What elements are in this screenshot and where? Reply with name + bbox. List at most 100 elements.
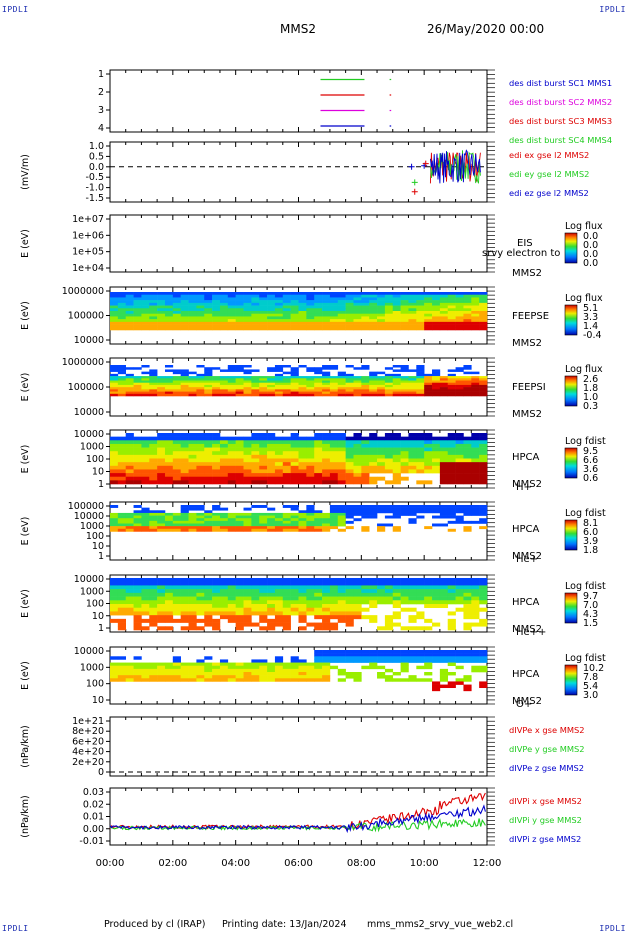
spectrogram-cell	[125, 313, 134, 317]
spectrogram-cell	[125, 454, 134, 459]
spectrogram-cell	[416, 505, 425, 508]
spectrogram-cell	[172, 480, 181, 485]
spectrogram-cell	[110, 473, 119, 478]
spectrogram-cell	[455, 319, 464, 323]
spectrogram-cell	[227, 324, 236, 328]
spectrogram-cell	[164, 592, 174, 597]
spectrogram-cell	[377, 440, 386, 445]
spectrogram-cell	[384, 433, 394, 437]
spectrogram-cell	[322, 454, 331, 459]
spectrogram-cell	[172, 321, 181, 325]
spectrogram-cell	[172, 458, 181, 463]
y-axis-label: (nPa/km)	[20, 795, 31, 838]
spectrogram-cell	[384, 387, 394, 390]
y-tick-label: 100	[86, 454, 104, 465]
spectrogram-cell	[251, 523, 260, 527]
spectrogram-cell	[345, 393, 354, 397]
spectrogram-cell	[267, 382, 276, 386]
spectrogram-cell	[157, 585, 166, 590]
spectrogram-cell	[298, 302, 307, 306]
spectrogram-cell	[157, 523, 166, 527]
spectrogram-cell	[172, 581, 181, 586]
spectrogram-cell	[110, 384, 119, 388]
spectrogram-cell	[353, 389, 362, 392]
spectrogram-cell	[180, 480, 189, 485]
spectrogram-cell	[157, 672, 166, 676]
spectrogram-cell	[164, 668, 174, 673]
spectrogram-cell	[455, 589, 464, 594]
spectrogram-cell	[141, 600, 150, 605]
spectrogram-cell	[471, 611, 480, 616]
spectrogram-cell	[188, 371, 197, 375]
spectrogram-cell	[439, 596, 449, 601]
spectrogram-cell	[322, 665, 331, 670]
spectrogram-cell	[463, 589, 472, 594]
spectrogram-cell	[392, 316, 401, 320]
spectrogram-cell	[337, 473, 346, 478]
spectrogram-cell	[243, 308, 252, 312]
colorbar-tick-label: 3.6	[583, 464, 598, 475]
spectrogram-cell	[149, 324, 158, 328]
spectrogram-cell	[322, 520, 331, 524]
spectrogram-hpca-he	[110, 505, 488, 532]
spectrogram-cell	[259, 626, 268, 631]
spectrogram-cell	[337, 371, 346, 375]
spectrogram-cell	[369, 469, 378, 474]
spectrogram-cell	[479, 600, 488, 605]
spectrogram-cell	[243, 302, 252, 306]
spectrogram-cell	[180, 321, 189, 325]
spectrogram-cell	[353, 300, 362, 304]
spectrogram-cell	[471, 393, 480, 397]
spectrogram-cell	[196, 365, 205, 368]
spectrogram-cell	[400, 656, 409, 660]
spectrogram-cell	[479, 668, 488, 673]
spectrogram-cell	[298, 313, 307, 317]
spectrogram-cell	[337, 300, 346, 304]
spectrogram-cell	[149, 371, 158, 375]
spectrogram-cell	[204, 440, 213, 445]
spectrogram-cell	[219, 324, 229, 328]
spectrogram-cell	[471, 622, 480, 627]
spectrogram-cell	[282, 578, 291, 583]
spectrogram-cell	[157, 454, 166, 459]
spectrogram-cell	[188, 447, 197, 452]
spectrogram-cell	[282, 300, 291, 304]
spectrogram-cell	[424, 678, 433, 682]
spectrogram-cell	[133, 662, 142, 667]
spectrogram-cell	[392, 378, 401, 381]
spectrogram-cell	[329, 462, 339, 467]
spectrogram-cell	[149, 672, 158, 676]
spectrogram-cell	[439, 578, 449, 583]
spectrogram-cell	[384, 515, 394, 519]
spectrogram-cell	[361, 316, 370, 320]
spectrogram-cell	[439, 308, 449, 312]
spectrogram-cell	[377, 523, 386, 527]
spectrogram-cell	[471, 668, 480, 673]
spectrogram-cell	[314, 520, 323, 524]
spectrogram-cell	[369, 656, 378, 660]
spectrogram-cell	[172, 523, 181, 527]
spectrogram-cell	[377, 600, 386, 605]
spectrogram-cell	[361, 615, 370, 620]
spectrogram-cell	[267, 369, 276, 372]
spectrogram-cell	[149, 678, 158, 682]
spectrogram-cell	[110, 678, 119, 682]
spectrogram-cell	[298, 387, 307, 390]
spectrogram-cell	[251, 440, 260, 445]
spectrogram-cell	[204, 305, 213, 309]
spectrogram-cell	[117, 308, 126, 312]
spectrogram-cell	[204, 373, 213, 377]
spectrogram-cell	[432, 378, 441, 381]
spectrogram-cell	[353, 611, 362, 616]
spectrogram-cell	[463, 367, 472, 370]
spectrogram-cell	[274, 327, 284, 331]
spectrogram-cell	[432, 523, 441, 527]
spectrogram-cell	[424, 380, 433, 384]
spectrogram-cell	[188, 607, 197, 612]
spectrogram-cell	[416, 327, 425, 331]
spectrogram-cell	[424, 378, 433, 381]
spectrogram-cell	[439, 600, 449, 605]
